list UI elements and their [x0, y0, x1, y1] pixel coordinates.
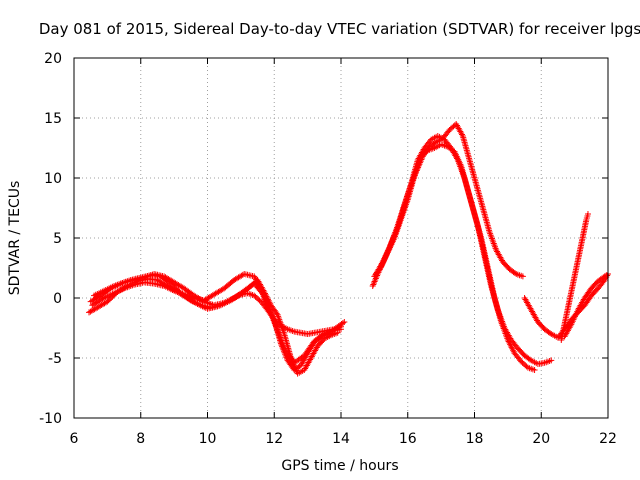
data-point: [507, 342, 514, 349]
x-tick-label: 8: [136, 431, 145, 447]
data-point: [319, 332, 326, 339]
y-tick-labels: 20 15 10 5 0 -5 -10: [39, 51, 62, 427]
chart-title: Day 081 of 2015, Sidereal Day-to-day VTE…: [39, 20, 640, 38]
data-point: [199, 297, 206, 304]
x-tick-label: 14: [332, 431, 350, 447]
data-point: [508, 344, 515, 351]
x-tick-label: 12: [265, 431, 283, 447]
data-point: [523, 363, 530, 370]
data-point: [341, 319, 348, 325]
series-track-7: [373, 121, 526, 280]
data-point: [504, 337, 511, 343]
data-point: [99, 295, 106, 302]
data-point: [505, 338, 512, 345]
data-point: [509, 345, 516, 352]
data-point: [600, 274, 607, 281]
x-tick-label: 18: [466, 431, 484, 447]
y-tick-label: 0: [53, 291, 62, 307]
x-tick-label: 22: [599, 431, 617, 447]
series-track-10: [561, 271, 611, 340]
y-tick-label: -10: [39, 411, 62, 427]
data-points: [86, 121, 611, 377]
x-tick-label: 6: [70, 431, 79, 447]
y-tick-label: 10: [44, 171, 62, 187]
x-tick-label: 10: [199, 431, 217, 447]
data-point: [507, 341, 514, 348]
x-axis-label: GPS time / hours: [281, 458, 398, 474]
x-tick-label: 16: [399, 431, 417, 447]
y-tick-label: 15: [44, 111, 62, 127]
data-point: [511, 270, 518, 277]
series-track-9: [558, 211, 591, 343]
data-point: [531, 367, 538, 373]
data-point: [276, 321, 283, 328]
data-point: [510, 347, 517, 354]
y-tick-label: 5: [53, 231, 62, 247]
x-tick-label: 20: [532, 431, 550, 447]
x-tick-labels: 6 8 10 12 14 16 18 20 22: [70, 431, 617, 447]
y-axis-label: SDTVAR / TECUs: [7, 181, 23, 296]
series-track-4: [91, 271, 348, 366]
data-point: [546, 330, 553, 337]
data-point: [548, 357, 555, 364]
tick-marks: [73, 57, 609, 419]
data-point: [526, 356, 533, 363]
data-point: [339, 320, 346, 327]
data-point: [431, 139, 438, 146]
y-tick-label: -5: [48, 351, 62, 367]
data-point: [506, 339, 513, 346]
data-point: [584, 211, 591, 217]
data-point: [519, 273, 526, 280]
y-tick-label: 20: [44, 51, 62, 67]
